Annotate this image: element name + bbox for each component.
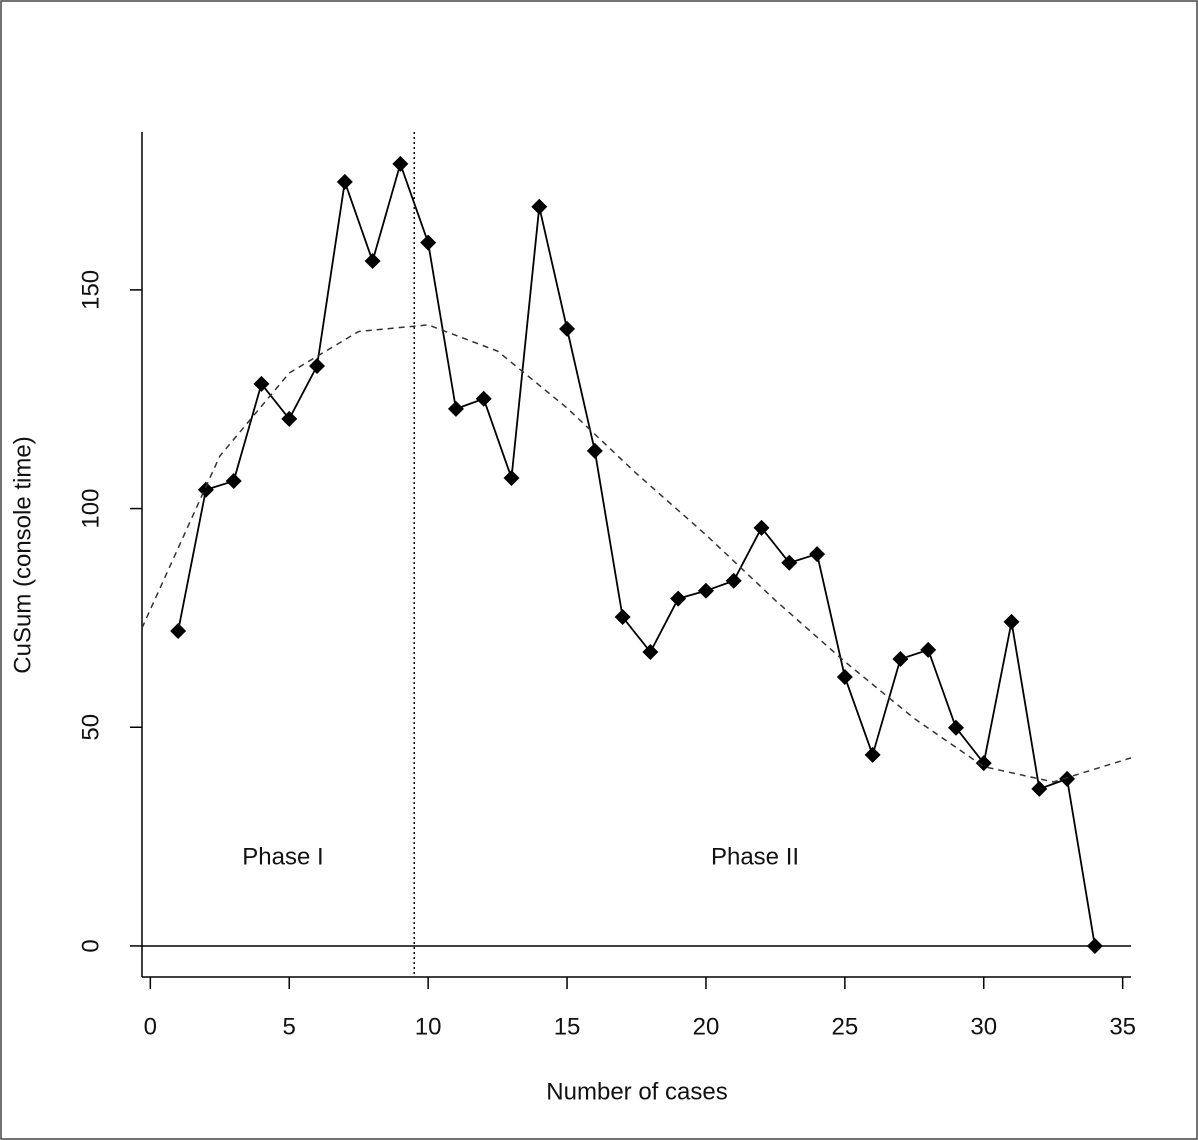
point — [1059, 770, 1076, 787]
point — [614, 609, 631, 626]
point — [781, 554, 798, 571]
point — [1086, 937, 1103, 954]
point — [503, 469, 520, 486]
point — [670, 590, 687, 607]
x-tick-label: 20 — [693, 1013, 720, 1040]
phase-label: Phase II — [711, 843, 799, 870]
point — [309, 357, 326, 374]
point — [253, 375, 270, 392]
point — [559, 320, 576, 337]
y-tick-label: 50 — [77, 714, 104, 741]
point — [892, 651, 909, 668]
point — [697, 582, 714, 599]
point — [225, 473, 242, 490]
point — [170, 623, 187, 640]
point — [1031, 780, 1048, 797]
y-tick-label: 150 — [77, 270, 104, 310]
x-tick-label: 5 — [283, 1013, 296, 1040]
point — [420, 234, 437, 251]
y-tick-label: 0 — [77, 939, 104, 952]
x-axis-label: Number of cases — [546, 1078, 727, 1105]
point — [281, 410, 298, 427]
point — [586, 442, 603, 459]
point — [753, 519, 770, 536]
point — [947, 719, 964, 736]
point — [809, 546, 826, 563]
point — [392, 155, 409, 172]
point — [197, 481, 214, 498]
x-tick-label: 25 — [832, 1013, 859, 1040]
y-axis-label: CuSum (console time) — [9, 436, 36, 673]
x-tick-label: 0 — [144, 1013, 157, 1040]
point — [336, 173, 353, 190]
phase-label: Phase I — [242, 843, 323, 870]
point — [920, 641, 937, 658]
x-tick-label: 30 — [970, 1013, 997, 1040]
point — [836, 668, 853, 685]
point — [864, 746, 881, 763]
cusum-line — [177, 160, 1096, 947]
point — [1003, 613, 1020, 630]
y-tick-label: 100 — [77, 489, 104, 529]
fit-curve — [141, 324, 1132, 783]
point — [364, 253, 381, 270]
x-tick-label: 15 — [554, 1013, 581, 1040]
point — [447, 400, 464, 417]
point — [475, 390, 492, 407]
point — [725, 572, 742, 589]
point — [531, 198, 548, 215]
x-tick-label: 35 — [1109, 1013, 1136, 1040]
x-tick-label: 10 — [415, 1013, 442, 1040]
point — [642, 644, 659, 661]
